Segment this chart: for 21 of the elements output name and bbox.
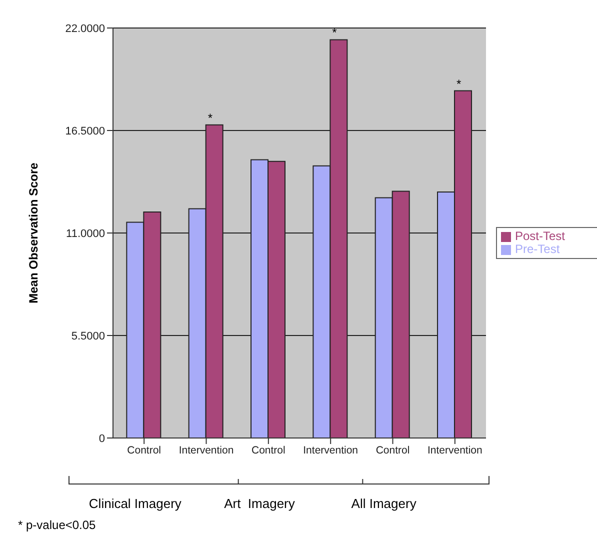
legend-label: Pre-Test: [515, 242, 560, 256]
x-tick-label: Control: [251, 444, 286, 456]
text: All Imagery: [350, 496, 418, 511]
x-tick-label: Intervention: [303, 444, 358, 456]
text: Art Imagery: [223, 496, 296, 511]
y-tick-label: 11.0000: [66, 228, 105, 240]
y-tick-label: 0: [98, 432, 105, 445]
text: * p-value<0.05: [18, 518, 97, 532]
data-label: *: [456, 76, 462, 91]
y-tick-label: 5.5000: [71, 330, 105, 342]
x-tick-label: Intervention: [427, 444, 483, 456]
y-tick-label: 16.5000: [65, 125, 105, 138]
data-label: *: [208, 110, 213, 125]
y-tick-label: 22.0000: [65, 22, 105, 35]
x-tick-label: Control: [127, 444, 162, 456]
legend-label: Post-Test: [515, 229, 566, 243]
x-tick-label: Intervention: [178, 444, 234, 456]
x-tick-label: Control: [376, 444, 410, 456]
data-label: *: [332, 26, 338, 40]
y-axis-title: Mean Observation Score: [26, 162, 40, 304]
text: Clinical Imagery: [88, 496, 182, 511]
